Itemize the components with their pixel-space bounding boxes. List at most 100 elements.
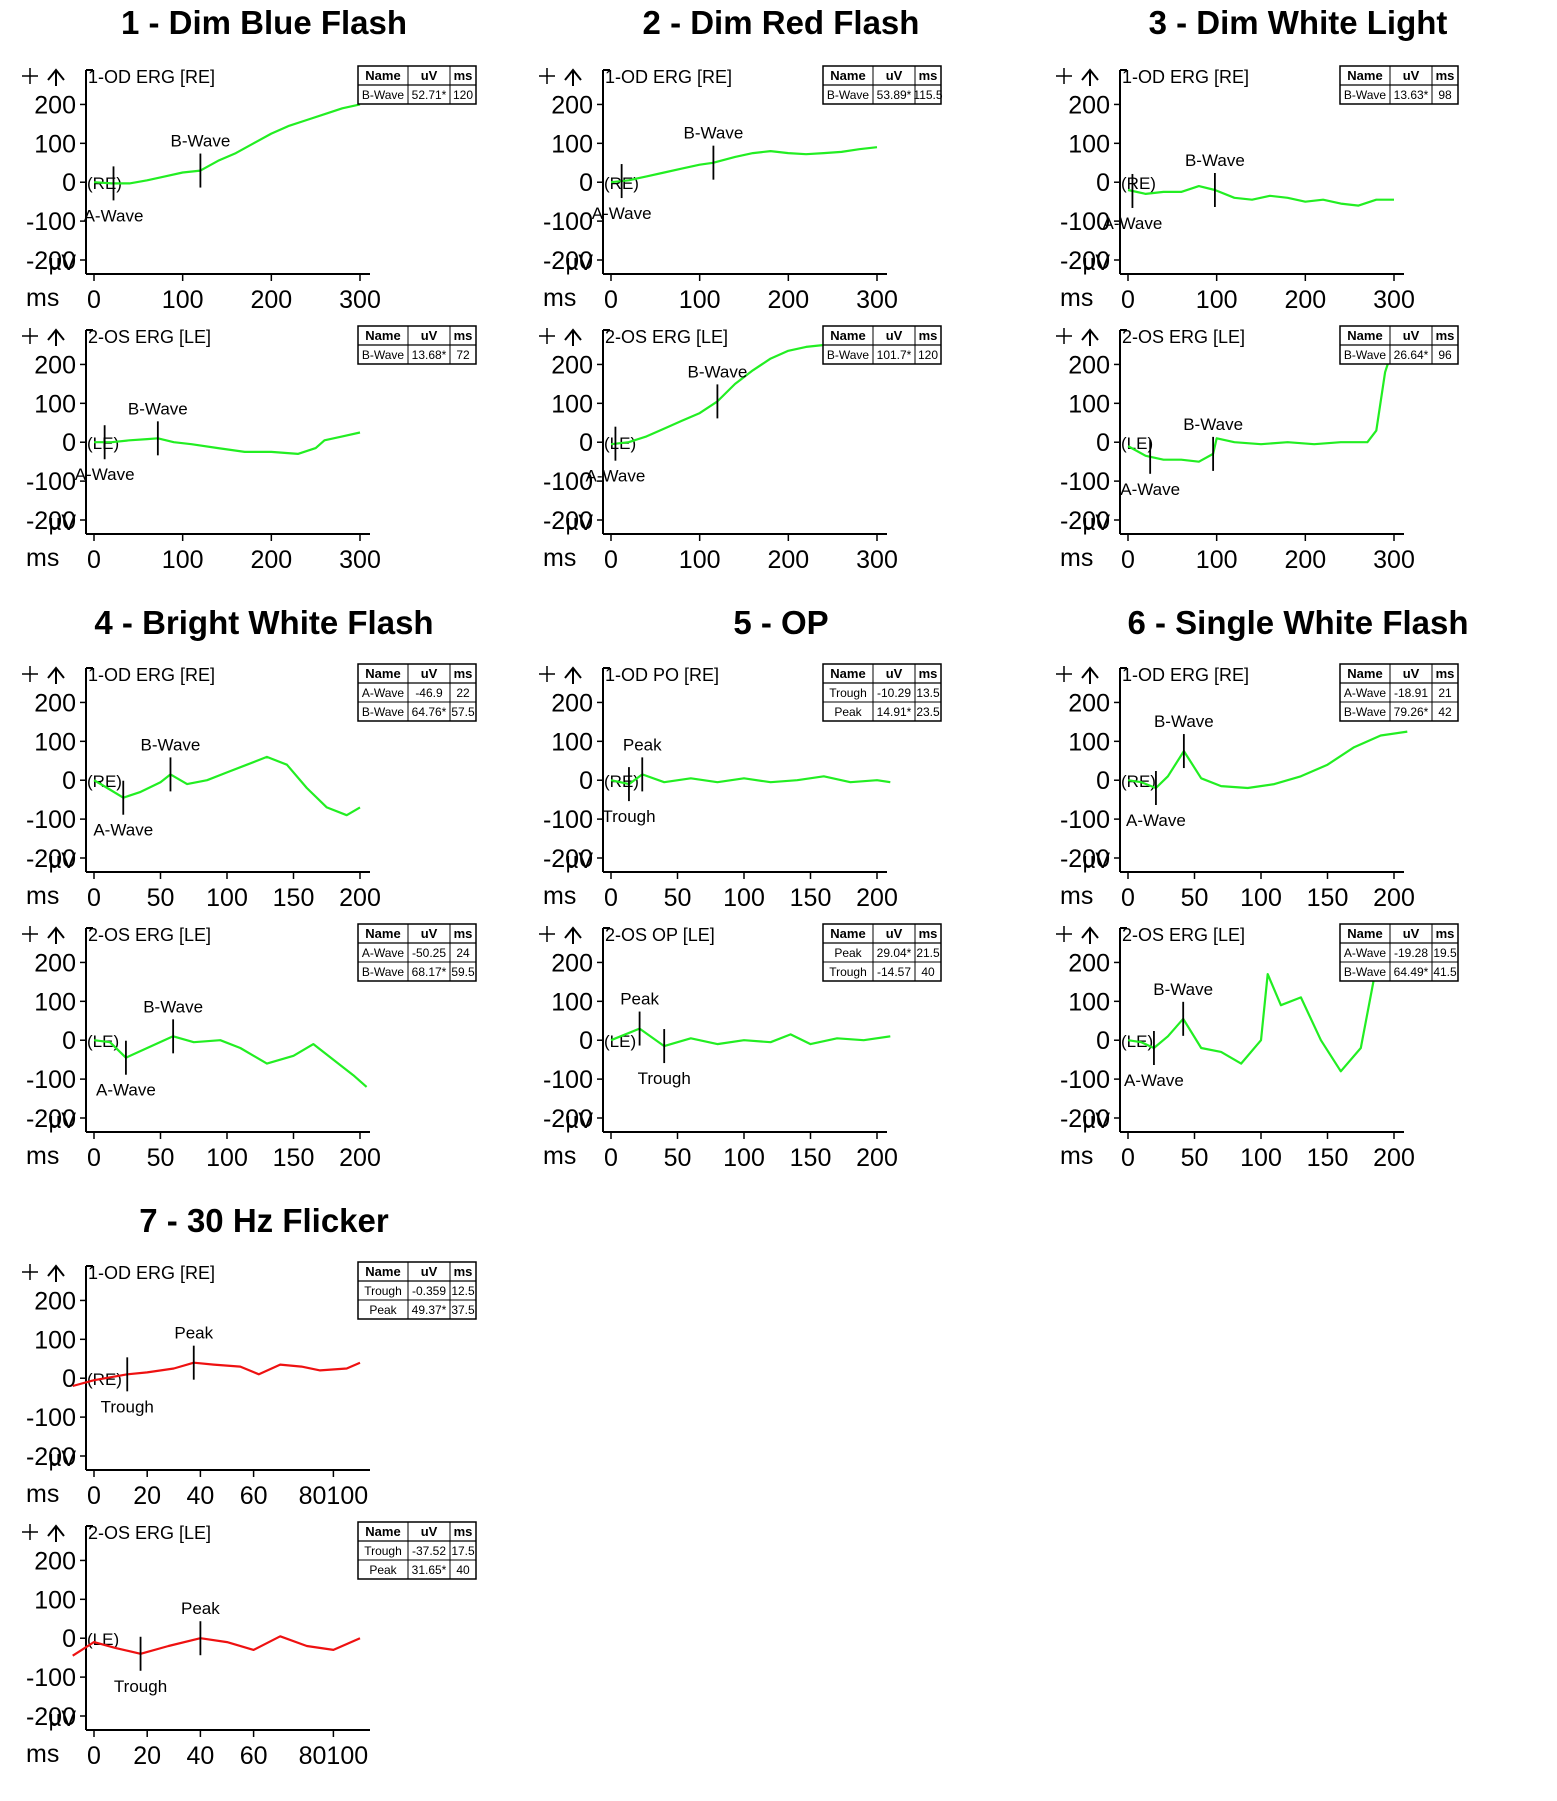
y-tick-label: -200 — [543, 247, 593, 275]
y-tick-label: -200 — [1060, 247, 1110, 275]
x-tick-label: 100 — [162, 546, 204, 574]
table-cell: -46.9 — [415, 686, 443, 700]
table-cell: 52.71* — [412, 88, 447, 102]
erg-trace — [72, 1635, 361, 1657]
y-tick-label: -100 — [26, 1066, 76, 1094]
channel-label: 1-OD ERG [RE] — [88, 67, 215, 87]
table-cell: Peak — [369, 1563, 397, 1577]
y-tick-label: 0 — [579, 1027, 593, 1055]
table-cell: Peak — [834, 946, 862, 960]
crosshair-icon — [22, 1524, 38, 1540]
x-tick-label: 200 — [767, 546, 809, 574]
table-cell: B-Wave — [362, 348, 405, 362]
erg-trace — [93, 1035, 368, 1088]
x-tick-label: 0 — [604, 1144, 618, 1172]
x-tick-label: 150 — [1307, 1144, 1349, 1172]
caret-up-icon — [47, 666, 65, 684]
results-table — [1339, 923, 1459, 982]
table-header-cell: Name — [830, 666, 865, 681]
x-unit-label: ms — [26, 284, 59, 312]
results-table — [357, 1261, 477, 1320]
y-unit-label: µV — [49, 848, 77, 873]
table-cell: 12.5 — [451, 1284, 475, 1298]
results-table — [357, 1521, 477, 1580]
protocol-title: 3 - Dim White Light — [1148, 4, 1448, 41]
wave-marker-label: B-Wave — [170, 132, 230, 151]
wave-marker-label: A-Wave — [1124, 1071, 1184, 1090]
table-header-cell: uV — [886, 328, 903, 343]
table-header-cell: uV — [1403, 68, 1420, 83]
table-cell: 115.5 — [913, 88, 942, 102]
x-tick-label: 150 — [1307, 884, 1349, 912]
channel-label: 2-OS OP [LE] — [605, 925, 715, 945]
caret-up-icon — [47, 1524, 65, 1542]
table-header-cell: uV — [886, 666, 903, 681]
table-cell: 31.65* — [412, 1563, 447, 1577]
table-cell: 37.5 — [451, 1303, 475, 1317]
x-tick-label: 80100 — [299, 1482, 369, 1510]
wave-marker-label: B-Wave — [1185, 151, 1245, 170]
caret-up-icon — [564, 926, 582, 944]
crosshair-icon — [539, 68, 555, 84]
x-tick-label: 100 — [679, 286, 721, 314]
table-header-cell: Name — [1347, 666, 1382, 681]
y-tick-label: -100 — [543, 1066, 593, 1094]
y-tick-label: 200 — [1068, 689, 1110, 717]
erg-trace — [1127, 730, 1408, 790]
erg-trace — [610, 146, 878, 184]
x-unit-label: ms — [543, 1142, 576, 1170]
table-header-cell: uV — [1403, 328, 1420, 343]
y-tick-label: 200 — [551, 689, 593, 717]
x-tick-label: 300 — [339, 546, 381, 574]
table-cell: 17.5 — [451, 1544, 475, 1558]
crosshair-icon — [22, 68, 38, 84]
x-tick-label: 0 — [87, 1144, 101, 1172]
y-tick-label: 100 — [551, 130, 593, 158]
wave-marker-label: A-Wave — [1120, 480, 1180, 499]
protocol-title: 6 - Single White Flash — [1127, 604, 1469, 641]
y-unit-label: µV — [1083, 250, 1111, 275]
protocol-title: 1 - Dim Blue Flash — [120, 4, 408, 41]
x-tick-label: 100 — [162, 286, 204, 314]
y-unit-label: µV — [49, 1446, 77, 1471]
eye-tag: (RE) — [87, 772, 122, 791]
table-header-cell: ms — [1436, 926, 1455, 941]
table-cell: Peak — [369, 1303, 397, 1317]
table-cell: 19.5 — [1433, 946, 1457, 960]
wave-marker-label: Peak — [181, 1599, 220, 1618]
table-cell: 64.49* — [1394, 965, 1429, 979]
results-table — [357, 663, 477, 722]
table-header-cell: ms — [454, 926, 473, 941]
y-tick-label: 200 — [1068, 91, 1110, 119]
y-tick-label: 200 — [551, 91, 593, 119]
crosshair-icon — [1056, 666, 1072, 682]
x-tick-label: 0 — [604, 884, 618, 912]
table-header-cell: Name — [365, 328, 400, 343]
table-cell: Trough — [829, 686, 867, 700]
table-cell: Peak — [834, 705, 862, 719]
eye-tag: (LE) — [1121, 434, 1153, 453]
x-tick-label: 200 — [1284, 286, 1326, 314]
y-tick-label: -200 — [26, 1443, 76, 1471]
table-cell: 64.76* — [412, 705, 447, 719]
x-tick-label: 60 — [240, 1742, 268, 1770]
x-tick-label: 100 — [1196, 286, 1238, 314]
table-cell: B-Wave — [362, 965, 405, 979]
y-tick-label: -200 — [26, 1703, 76, 1731]
table-header-cell: Name — [830, 926, 865, 941]
y-tick-label: 100 — [34, 390, 76, 418]
caret-up-icon — [1081, 926, 1099, 944]
table-header-cell: uV — [886, 926, 903, 941]
x-tick-label: 100 — [1196, 546, 1238, 574]
table-header-cell: uV — [1403, 666, 1420, 681]
table-cell: 98 — [1438, 88, 1452, 102]
x-tick-label: 300 — [856, 546, 898, 574]
wave-marker-label: A-Wave — [1126, 811, 1186, 830]
caret-up-icon — [47, 328, 65, 346]
erg-trace — [610, 1027, 891, 1048]
table-header-cell: Name — [365, 68, 400, 83]
y-tick-label: 100 — [34, 988, 76, 1016]
results-table — [357, 923, 477, 982]
caret-up-icon — [1081, 328, 1099, 346]
y-unit-label: µV — [49, 1706, 77, 1731]
